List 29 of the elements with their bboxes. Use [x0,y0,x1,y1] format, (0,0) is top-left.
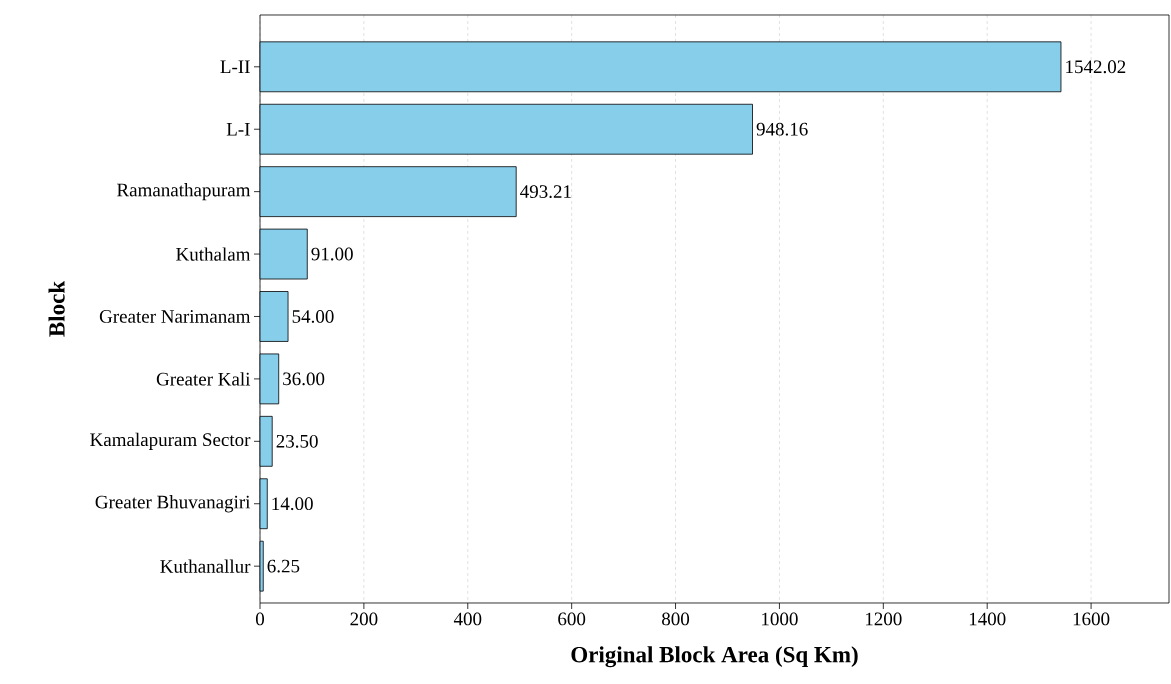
data-label: 948.16 [756,122,808,136]
y-tick-label: Greater Kali [156,372,251,386]
x-tick-label: 800 [662,612,690,626]
data-label: 14.00 [272,497,313,511]
data-label: 91.00 [311,247,353,261]
x-tick-label: 1400 [969,612,1006,626]
data-label: 23.50 [276,434,318,448]
x-tick-label: 1000 [762,612,798,626]
y-tick-label: Kuthalam [176,247,251,261]
x-tick-label: 200 [350,612,378,626]
x-axis-title: Original Block Area (Sq Km) [571,646,858,668]
data-label: 54.00 [292,310,334,323]
y-tick-label: Greater Narimanam [99,310,251,323]
x-tick-label: 1600 [1073,612,1110,626]
data-label: 36.00 [283,372,325,386]
y-axis-title: Block [48,280,65,337]
y-tick-label: L-II [220,60,250,74]
x-tick-label: 0 [255,612,265,626]
data-label: 1542.02 [1066,60,1126,74]
x-tick-label: 400 [453,612,482,626]
data-label: 6.25 [267,559,300,573]
data-label: 493.21 [520,185,571,199]
x-tick-label: 1200 [865,612,902,626]
y-tick-label: Kamalapuram Sector [90,432,251,450]
x-tick-label: 600 [558,612,586,626]
y-tick-label: Greater Bhuvanagiri [95,495,251,513]
y-tick-label: Ramanathapuram [117,183,251,201]
y-tick-label: Kuthanallur [160,559,251,573]
y-tick-label: L-I [226,123,250,136]
